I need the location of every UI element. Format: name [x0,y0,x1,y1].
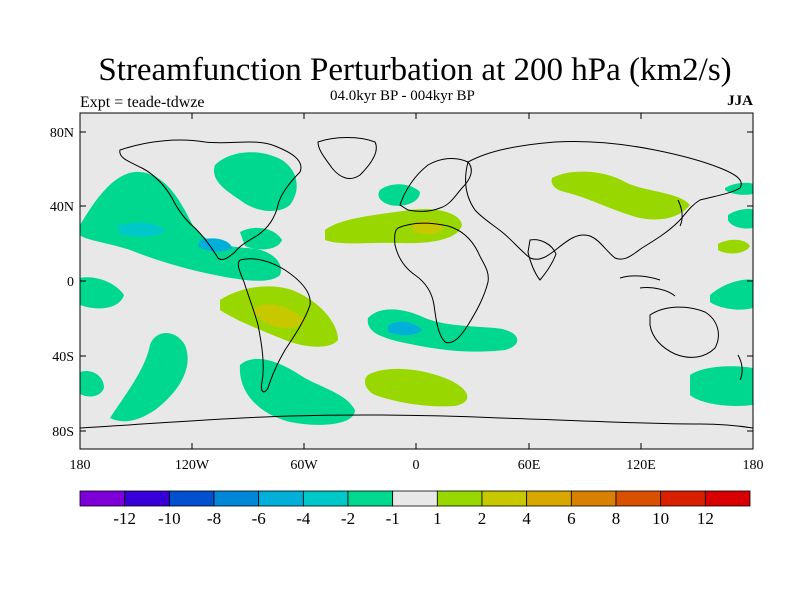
colorbar-swatch [124,490,170,507]
colorbar-swatch [168,490,215,507]
contour-neg-caribbean [240,227,282,250]
axis-ticks [79,113,754,449]
colorbar-swatch [704,490,751,507]
contour-fills [80,152,753,425]
colorbar-label: -6 [252,509,266,528]
lon-label: 120E [626,458,656,473]
colorbar-swatch [481,490,528,507]
lat-label: 80S [52,425,74,440]
lon-label: 180 [743,458,764,473]
colorbar-swatch [526,490,572,507]
contour-neg-greenland [378,184,420,206]
lon-label: 60E [518,458,541,473]
season-label: JJA [727,93,753,109]
experiment-label: Expt = teade-tdwze [80,94,205,111]
colorbar: -12 -10 -8 -6 -4 -2 -1 1 2 4 6 8 10 12 [79,490,751,528]
colorbar-label: 10 [652,509,669,528]
latitude-labels: 80N 40N 0 40S 80S [50,126,74,440]
contour-neg-n-atlantic [214,152,297,212]
colorbar-swatch [79,490,126,507]
contour-neg-s-atlantic [367,309,518,352]
lat-label: 40N [50,200,74,215]
colorbar-label: 6 [567,509,576,528]
colorbar-label: 2 [478,509,487,528]
lat-label: 80N [50,126,74,141]
contour-neg-n-pacific-core [118,222,165,237]
contour-neg-n-pacific [80,171,281,281]
plot-title: Streamfunction Perturbation at 200 hPa (… [98,52,732,88]
plot-subtitle: 04.0kyr BP - 004kyr BP [330,88,475,104]
colorbar-swatch [436,490,483,507]
contour-pos-mediterranean [325,209,462,244]
contour-neg-s-pacific [110,332,188,422]
lat-label: 0 [67,275,74,290]
contour-neg-nw-pacific [728,208,753,229]
colorbar-label: 4 [522,509,531,528]
colorbar-swatch [258,490,304,507]
colorbar-label: -8 [207,509,221,528]
colorbar-label: 12 [697,509,714,528]
longitude-labels: 180 120W 60W 0 60E 120E 180 [70,458,764,473]
lat-label: 40S [52,350,74,365]
colorbar-swatch [392,490,438,507]
contour-pos-asia [551,171,690,220]
colorbar-label: -1 [386,509,400,528]
contour-neg-s-indian [690,366,753,406]
lon-label: 0 [413,458,420,473]
colorbar-swatch [660,490,706,507]
colorbar-label: -12 [113,509,136,528]
contour-pos-s-atlantic [364,368,468,407]
contour-neg-equatorial-pacific-w [80,277,124,309]
coastlines [79,137,754,429]
contour-neg-southern-ocean [239,358,355,425]
colorbar-label: 1 [433,509,442,528]
contour-pos-w-pacific [718,239,750,254]
colorbar-label: -10 [158,509,181,528]
lon-label: 60W [290,458,318,473]
colorbar-swatch [570,490,617,507]
colorbar-label: -4 [296,509,311,528]
contour-neg-se-pacific [80,370,104,397]
colorbar-label: -2 [341,509,355,528]
colorbar-swatch [615,490,662,507]
contour-neg-s-atlantic-core [388,321,422,336]
colorbar-label: 8 [612,509,621,528]
lon-label: 180 [70,458,91,473]
colorbar-swatch [213,490,260,507]
colorbar-swatch [302,490,349,507]
contour-neg-w-pacific [710,279,753,310]
lon-label: 120W [175,458,210,473]
contour-pos-s-america-core [254,304,305,329]
colorbar-swatch [347,490,394,507]
